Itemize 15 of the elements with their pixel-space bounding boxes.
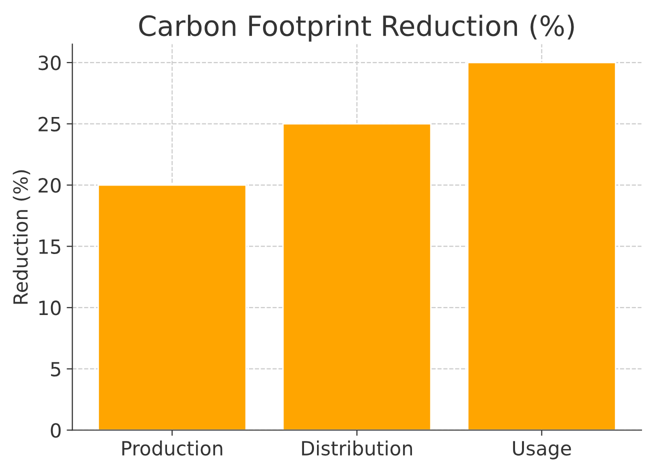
bar bbox=[282, 123, 432, 430]
x-tick-label: Distribution bbox=[302, 440, 412, 456]
y-tick-label: 5 bbox=[51, 362, 60, 377]
bar bbox=[98, 184, 247, 430]
y-tick-label: 30 bbox=[38, 56, 61, 70]
chart-title: Carbon Footprint Reduction (%) bbox=[139, 14, 574, 42]
y-axis-title: Reduction (%) bbox=[12, 170, 30, 304]
bar bbox=[467, 62, 616, 430]
y-tick-label: 0 bbox=[50, 423, 61, 438]
y-tick-label: 10 bbox=[39, 300, 61, 316]
x-tick-label: Production bbox=[122, 440, 222, 456]
y-tick-label: 25 bbox=[38, 116, 60, 132]
y-tick-label: 15 bbox=[39, 240, 60, 254]
x-tick-label: Usage bbox=[513, 441, 571, 460]
y-tick-label: 20 bbox=[38, 178, 61, 193]
